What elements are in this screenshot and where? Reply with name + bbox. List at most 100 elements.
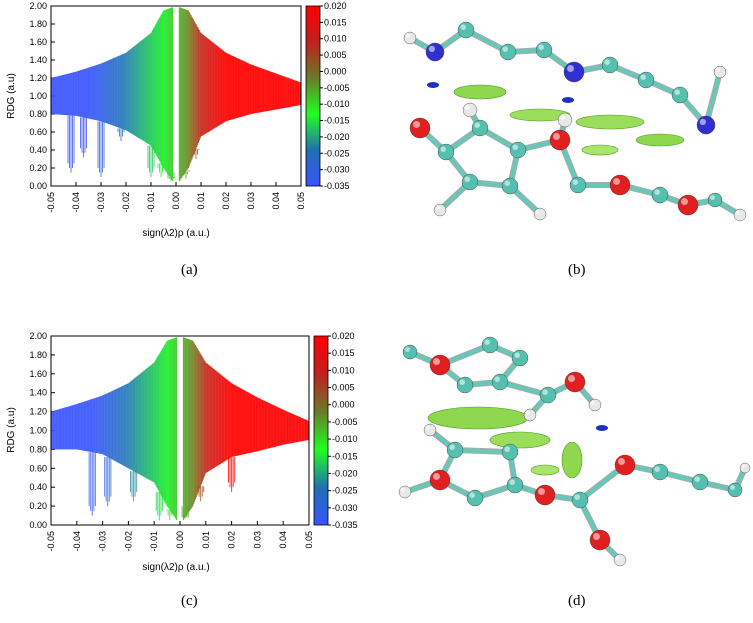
atom-highlight xyxy=(590,400,596,405)
atom-highlight xyxy=(560,115,565,121)
atom xyxy=(534,484,556,506)
y-tick-label: 1.40 xyxy=(29,55,47,65)
atom-highlight xyxy=(405,347,410,352)
atom xyxy=(733,208,747,222)
colorbar-tick-label: -0.035 xyxy=(332,520,358,530)
atom-highlight xyxy=(618,458,625,465)
atom-highlight xyxy=(654,466,660,473)
colorbar-tick-label: -0.030 xyxy=(332,503,358,513)
atom-highlight xyxy=(613,178,620,185)
atom-highlight xyxy=(464,176,471,182)
atom xyxy=(429,469,451,491)
atom-highlight xyxy=(674,89,680,95)
bond xyxy=(572,379,598,408)
bond xyxy=(498,356,522,384)
colorbar-tick-label: -0.025 xyxy=(324,148,350,158)
atom-highlight xyxy=(735,210,741,215)
bond xyxy=(508,148,520,188)
atom xyxy=(569,176,587,194)
atom-highlight xyxy=(413,121,420,128)
colorbar-c: 0.020 0.015 0.010 0.005 0.000 -0.005 -0.010 -0.… xyxy=(313,331,358,530)
atom-highlight xyxy=(525,410,531,415)
x-tick-label: 0.02 xyxy=(221,192,231,210)
nci-isosurface xyxy=(561,441,583,479)
atom-highlight xyxy=(425,425,430,430)
bond xyxy=(617,182,663,198)
bond xyxy=(438,363,467,387)
atom-highlight xyxy=(484,339,491,346)
atom-highlight xyxy=(654,189,660,195)
panel-label-b: (b) xyxy=(568,262,586,278)
scatter-cloud xyxy=(50,337,310,521)
hbond-disc xyxy=(596,425,608,431)
atom-highlight xyxy=(542,389,548,396)
x-tick-label: 0.05 xyxy=(304,531,314,549)
atom xyxy=(571,491,589,509)
atom xyxy=(461,173,479,191)
bond xyxy=(513,483,547,497)
atom xyxy=(429,354,451,376)
bond xyxy=(657,192,691,208)
bond xyxy=(644,78,682,97)
atom-highlight xyxy=(440,146,447,152)
atom-highlight xyxy=(459,379,466,386)
colorbar-tick-label: -0.005 xyxy=(324,83,350,93)
y-tick-label: 0.20 xyxy=(29,163,47,173)
atom-highlight xyxy=(474,122,481,128)
bond xyxy=(437,477,478,501)
atom xyxy=(739,462,751,474)
atom-highlight xyxy=(433,358,440,365)
bond xyxy=(622,462,663,475)
plot-frame xyxy=(50,5,302,187)
atom-highlight xyxy=(567,65,574,72)
colorbar-tick-label: 0.000 xyxy=(324,66,347,76)
atom-highlight xyxy=(715,67,721,72)
atom xyxy=(423,423,437,437)
y-tick-label: 0.80 xyxy=(29,109,47,119)
molecule-b xyxy=(403,21,747,222)
bond xyxy=(608,63,648,82)
atom xyxy=(651,463,669,481)
hbond-disc xyxy=(562,97,574,103)
bond xyxy=(427,427,458,453)
x-tick-label: -0.05 xyxy=(46,531,56,552)
atom-highlight xyxy=(428,45,435,52)
bond xyxy=(417,125,449,155)
atom-highlight xyxy=(460,24,467,31)
y-axis-label: RDG (a.u) xyxy=(6,73,17,119)
bond xyxy=(438,448,457,482)
colorbar-tick-label: -0.010 xyxy=(324,99,350,109)
x-tick-label: 0.01 xyxy=(196,192,206,210)
bond xyxy=(437,447,458,483)
bond xyxy=(597,537,623,563)
colorbar-a: 0.020 0.015 0.010 0.005 0.000 -0.005 -0.010 -0.… xyxy=(305,1,350,190)
atom-highlight xyxy=(433,473,440,480)
bond xyxy=(443,149,473,185)
y-tick-label: 1.60 xyxy=(29,369,47,379)
bond xyxy=(428,428,457,452)
bond xyxy=(508,184,542,216)
colorbar-tick-label: -0.015 xyxy=(324,116,350,126)
x-tick-label: -0.05 xyxy=(46,192,56,213)
bond xyxy=(506,48,546,54)
atom-highlight xyxy=(504,446,511,453)
y-axis-label: RDG (a.u) xyxy=(6,407,17,453)
x-axis-label: sign(λ2)ρ (a.u.) xyxy=(142,228,209,239)
colorbar-tick-label: 0.010 xyxy=(324,34,347,44)
colorbar-tick-label: 0.000 xyxy=(332,400,355,410)
atom-highlight xyxy=(504,180,511,186)
y-tick-label: 0.00 xyxy=(29,520,47,530)
atom xyxy=(651,186,669,204)
atom xyxy=(563,61,585,83)
atom-highlight xyxy=(572,179,578,185)
y-tick-label: 2.00 xyxy=(29,331,47,341)
bond xyxy=(515,137,563,153)
colorbar-tick-label: -0.005 xyxy=(332,417,358,427)
bond xyxy=(697,479,738,493)
bond xyxy=(528,393,550,417)
bond xyxy=(403,478,442,494)
atom-highlight xyxy=(640,74,646,80)
atom xyxy=(557,112,573,128)
atom xyxy=(523,408,537,422)
atom xyxy=(491,373,509,391)
